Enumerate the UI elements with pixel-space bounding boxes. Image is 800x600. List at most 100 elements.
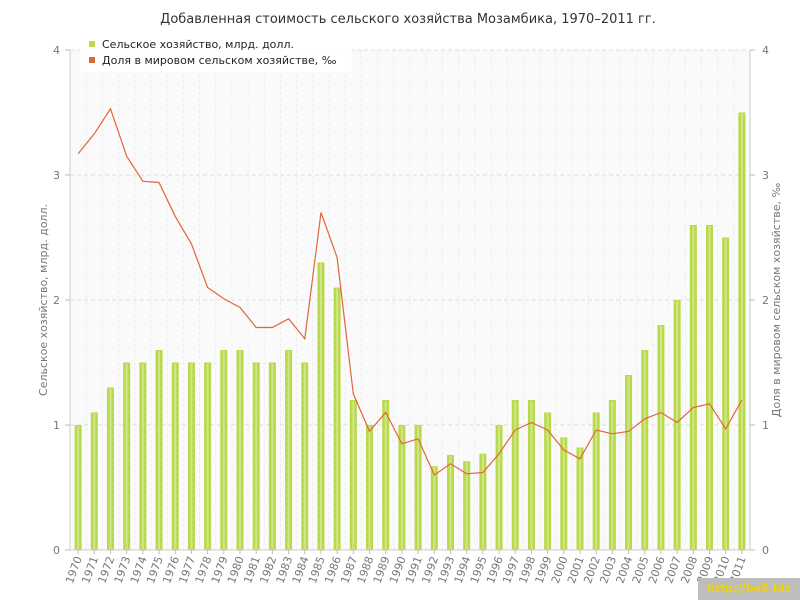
bar xyxy=(106,387,114,550)
bar xyxy=(430,466,438,550)
bar xyxy=(511,400,519,550)
bar-highlight xyxy=(676,301,679,549)
bar-highlight xyxy=(611,401,614,549)
bar-highlight xyxy=(740,113,743,549)
bar-highlight xyxy=(190,363,193,549)
bar xyxy=(252,362,260,550)
bar xyxy=(673,300,681,550)
bar xyxy=(495,425,503,550)
bar xyxy=(592,412,600,550)
chart-title: Добавленная стоимость сельского хозяйств… xyxy=(160,12,656,27)
bar xyxy=(123,362,131,550)
legend: Сельское хозяйство, млрд. долл. Доля в м… xyxy=(80,38,352,72)
bar xyxy=(414,425,422,550)
y-tick-label-right: 0 xyxy=(762,544,769,557)
bar-highlight xyxy=(368,426,371,549)
bar-highlight xyxy=(206,363,209,549)
bar xyxy=(171,362,179,550)
bar xyxy=(576,447,584,550)
bar-highlight xyxy=(271,363,274,549)
bar xyxy=(608,400,616,550)
bar-highlight xyxy=(141,363,144,549)
bars xyxy=(74,112,746,550)
bar-highlight xyxy=(287,351,290,549)
y-tick-label-left: 4 xyxy=(53,44,60,57)
bar-highlight xyxy=(659,326,662,549)
bar xyxy=(74,425,82,550)
bar xyxy=(689,225,697,550)
bar-highlight xyxy=(400,426,403,549)
bar-highlight xyxy=(449,456,452,549)
bar xyxy=(738,112,746,550)
y-tick-label-right: 2 xyxy=(762,294,769,307)
bar-highlight xyxy=(158,351,161,549)
bar xyxy=(706,225,714,550)
y-tick-label-right: 1 xyxy=(762,419,769,432)
bar xyxy=(204,362,212,550)
bar-highlight xyxy=(336,288,339,549)
bar-highlight xyxy=(125,363,128,549)
bar-highlight xyxy=(255,363,258,549)
bar xyxy=(268,362,276,550)
legend-label-bars: Сельское хозяйство, млрд. долл. xyxy=(102,38,294,51)
bar xyxy=(479,453,487,550)
bar xyxy=(285,350,293,550)
y-tick-label-left: 0 xyxy=(53,544,60,557)
bar xyxy=(349,400,357,550)
bar-highlight xyxy=(579,448,581,549)
bar-highlight xyxy=(319,263,322,549)
bar xyxy=(333,287,341,550)
bar-highlight xyxy=(595,413,598,549)
bar xyxy=(544,412,552,550)
bar-highlight xyxy=(77,426,80,549)
bar-highlight xyxy=(109,388,112,549)
legend-label-line: Доля в мировом сельском хозяйстве, ‰ xyxy=(102,54,337,67)
bar xyxy=(722,237,730,550)
bar-highlight xyxy=(352,401,355,549)
bar-highlight xyxy=(692,226,695,549)
bar-highlight xyxy=(417,426,420,549)
bar xyxy=(398,425,406,550)
y-tick-label-right: 3 xyxy=(762,169,769,182)
bar xyxy=(527,400,535,550)
y-tick-label-left: 2 xyxy=(53,294,60,307)
y-tick-label-right: 4 xyxy=(762,44,769,57)
legend-swatch-line xyxy=(89,57,95,63)
bar xyxy=(382,400,390,550)
bar-highlight xyxy=(708,226,711,549)
bar xyxy=(641,350,649,550)
bar xyxy=(139,362,147,550)
y-axis-left-title: Сельское хозяйство, млрд. долл. xyxy=(37,204,50,396)
y-tick-label-left: 1 xyxy=(53,419,60,432)
legend-background xyxy=(80,38,352,72)
line-series-path xyxy=(77,107,743,476)
bar-highlight xyxy=(627,376,630,549)
bar-highlight xyxy=(384,401,387,549)
bar-highlight xyxy=(433,467,436,549)
bar-highlight xyxy=(93,413,96,549)
bar xyxy=(301,362,309,550)
bar-highlight xyxy=(481,454,484,549)
bar-highlight xyxy=(222,351,225,549)
bar-highlight xyxy=(465,462,468,549)
bar-highlight xyxy=(174,363,177,549)
watermark: http://be5.biz xyxy=(698,578,800,600)
bar-highlight xyxy=(724,238,727,549)
bar xyxy=(446,455,454,550)
bar xyxy=(90,412,98,550)
bar xyxy=(366,425,374,550)
bar-highlight xyxy=(514,401,517,549)
line-series xyxy=(77,107,743,476)
bar-highlight xyxy=(643,351,646,549)
bar-highlight xyxy=(562,438,565,549)
bar xyxy=(463,461,471,550)
grid xyxy=(69,49,751,551)
y-tick-label-left: 3 xyxy=(53,169,60,182)
bar xyxy=(220,350,228,550)
bar-highlight xyxy=(530,401,533,549)
bar-highlight xyxy=(498,426,501,549)
bar xyxy=(155,350,163,550)
bar xyxy=(187,362,195,550)
bar-highlight xyxy=(239,351,241,549)
